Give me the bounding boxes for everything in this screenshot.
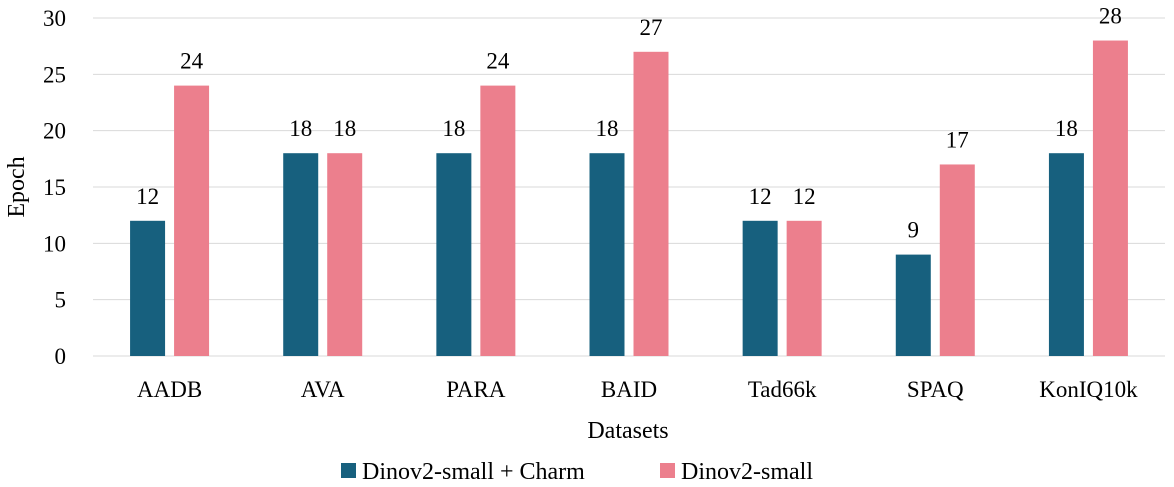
y-tick-label: 30 [43, 6, 66, 31]
data-label: 18 [333, 116, 356, 141]
x-category-label: SPAQ [907, 377, 964, 402]
x-category-label: BAID [601, 377, 657, 402]
bar [283, 153, 319, 356]
x-category-label: AVA [301, 377, 345, 402]
x-category-label: KonIQ10k [1039, 377, 1138, 402]
bar [589, 153, 625, 356]
y-tick-label: 15 [43, 175, 66, 200]
legend: Dinov2-small + Charm Dinov2-small [341, 459, 813, 485]
data-label: 18 [289, 116, 312, 141]
legend-label: Dinov2-small + Charm [362, 459, 585, 485]
bars [130, 40, 1128, 357]
y-tick-label: 5 [55, 288, 67, 313]
bar [130, 220, 166, 356]
x-axis-title: Datasets [587, 418, 668, 444]
data-label: 28 [1099, 4, 1122, 29]
y-tick-label: 0 [55, 344, 67, 369]
bar [786, 220, 822, 356]
data-label: 18 [1055, 116, 1078, 141]
gridlines [93, 17, 1165, 357]
y-axis-title: Epoch [4, 156, 30, 217]
x-axis-categories: AADB AVA PARA BAID Tad66k SPAQ KonIQ10k [137, 377, 1138, 402]
data-label: 27 [640, 15, 663, 40]
data-label: 24 [486, 49, 510, 74]
data-labels: 12 24 18 18 18 24 18 27 12 12 9 17 18 28 [136, 4, 1122, 243]
bar [327, 153, 363, 356]
legend-swatch [341, 463, 356, 478]
bar [939, 164, 975, 356]
y-tick-label: 10 [43, 231, 66, 256]
x-category-label: PARA [446, 377, 506, 402]
bar [742, 220, 778, 356]
y-axis-ticks: 0 5 10 15 20 25 30 [43, 6, 66, 369]
bar [1092, 40, 1128, 357]
bar [436, 153, 472, 356]
data-label: 18 [596, 116, 619, 141]
legend-swatch [660, 463, 675, 478]
data-label: 9 [908, 218, 920, 243]
legend-label: Dinov2-small [681, 459, 813, 485]
bar [1048, 153, 1084, 356]
data-label: 12 [749, 184, 772, 209]
data-label: 12 [136, 184, 159, 209]
data-label: 24 [180, 49, 204, 74]
data-label: 18 [442, 116, 465, 141]
x-category-label: Tad66k [748, 377, 817, 402]
y-tick-label: 20 [43, 119, 66, 144]
bar [895, 254, 931, 356]
data-label: 12 [793, 184, 816, 209]
bar [633, 51, 669, 357]
bar [480, 85, 516, 356]
data-label: 17 [946, 127, 969, 152]
x-category-label: AADB [137, 377, 202, 402]
y-tick-label: 25 [43, 62, 66, 87]
bar [174, 85, 210, 356]
